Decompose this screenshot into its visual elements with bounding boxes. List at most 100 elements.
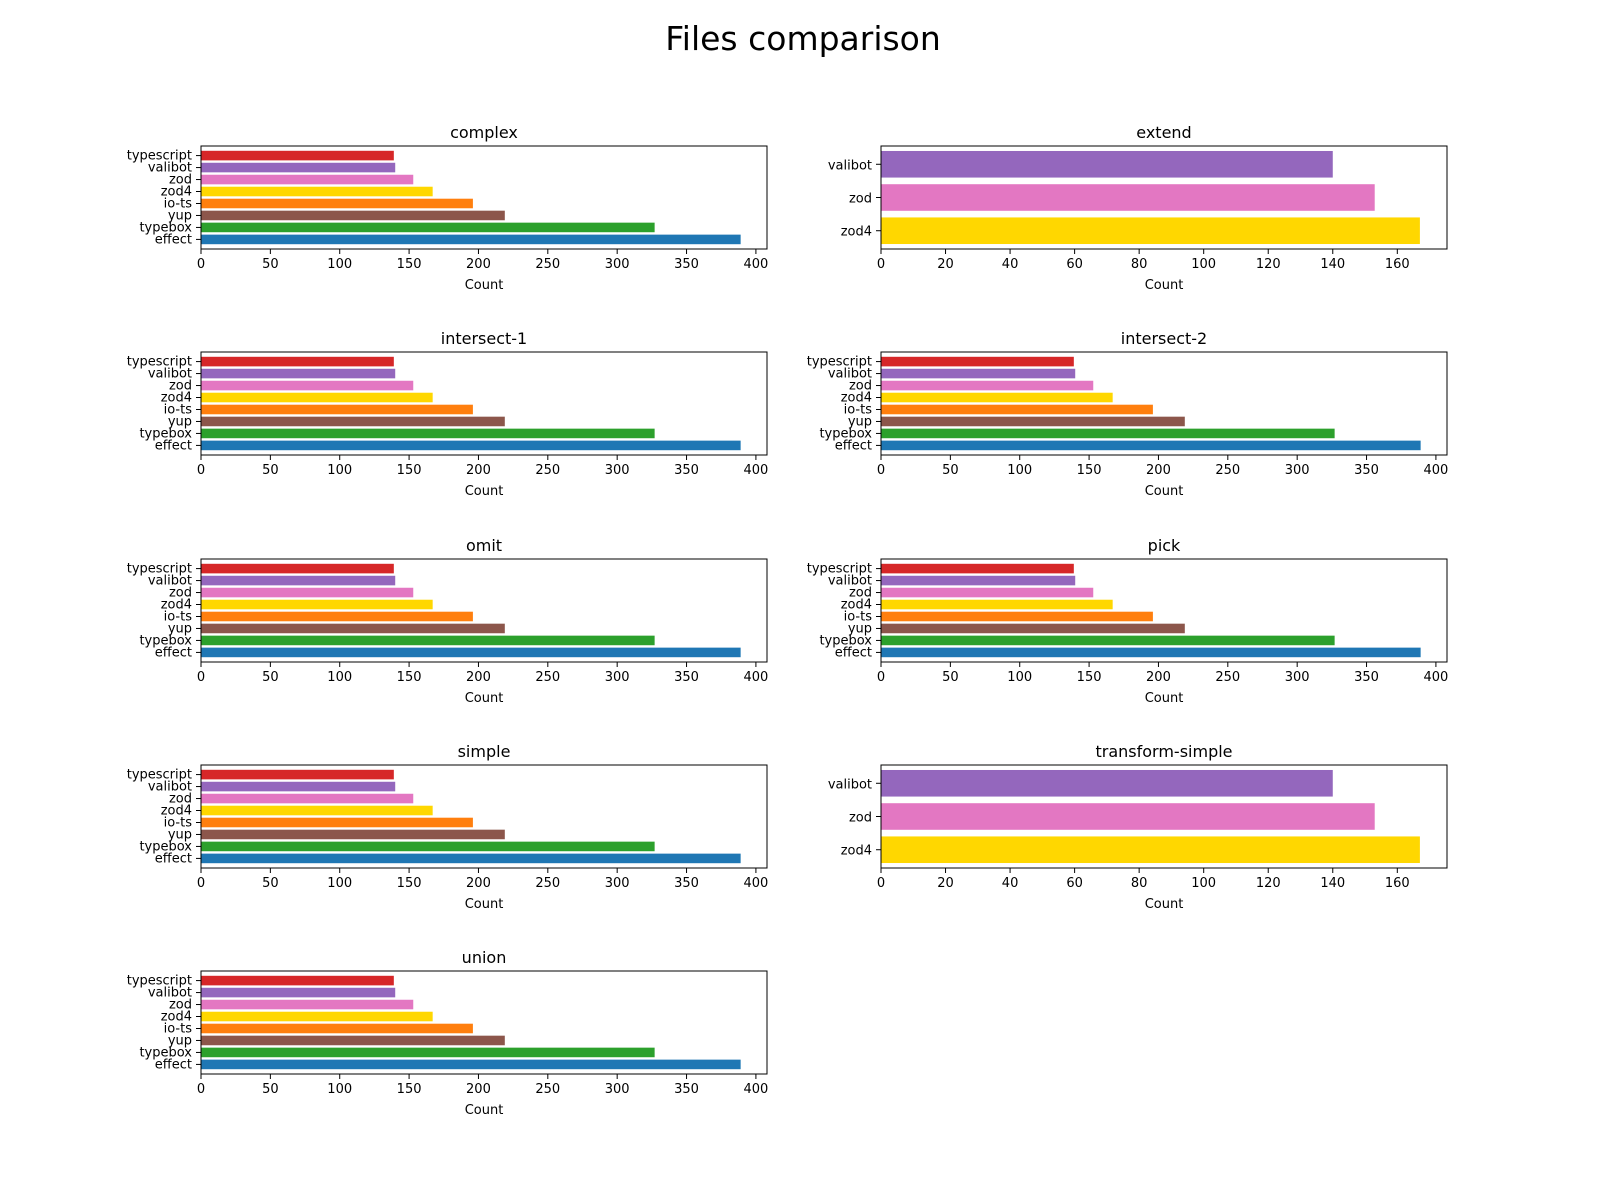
subplot-pick: pick 0 50 100 150 200 250 300 350 400 effecttypebo… bbox=[807, 536, 1449, 706]
x-tick-label: 200 bbox=[1146, 463, 1171, 478]
bar-typebox bbox=[201, 428, 655, 439]
bar-zod4 bbox=[881, 392, 1113, 403]
x-tick-label: 50 bbox=[262, 463, 279, 478]
x-tick-label: 100 bbox=[327, 876, 352, 891]
y-tick-label: zod4 bbox=[841, 844, 872, 859]
y-tick-label: typebox bbox=[139, 633, 192, 648]
x-tick-label: 50 bbox=[262, 257, 279, 272]
y-tick-label: zod4 bbox=[161, 185, 192, 200]
x-tick-label: 200 bbox=[466, 1082, 491, 1097]
y-tick-label: effect bbox=[155, 645, 192, 660]
subplot-omit: omit 0 50 100 150 200 250 300 350 400 effecttypebo… bbox=[127, 536, 769, 706]
x-tick-label: 150 bbox=[397, 257, 422, 272]
x-tick-label: 250 bbox=[1215, 670, 1240, 685]
y-tick-label: typebox bbox=[819, 426, 872, 441]
axes-frame bbox=[880, 351, 1448, 456]
bar-typescript bbox=[201, 563, 394, 574]
y-tick-label: zod bbox=[169, 379, 192, 394]
y-tick-label: typebox bbox=[139, 220, 192, 235]
subplot-extend: extend 0 20 40 60 80 100 120 140 160 zod4 zod valibo… bbox=[828, 123, 1448, 293]
x-tick-label: 140 bbox=[1320, 257, 1345, 272]
bar-typebox bbox=[201, 1047, 655, 1058]
subplot-union: union 0 50 100 150 200 250 300 350 400 effecttypeb… bbox=[127, 948, 769, 1118]
x-tick-label: 250 bbox=[535, 257, 560, 272]
x-tick-label: 150 bbox=[397, 876, 422, 891]
y-tick-label: valibot bbox=[148, 574, 192, 589]
x-tick-label: 20 bbox=[937, 257, 954, 272]
x-tick-label: 300 bbox=[605, 670, 630, 685]
x-tick-label: 400 bbox=[1423, 670, 1448, 685]
y-tick-label: typebox bbox=[139, 426, 192, 441]
subplot-title: extend bbox=[1136, 123, 1191, 142]
x-tick-label: 50 bbox=[262, 876, 279, 891]
subplot-title: omit bbox=[466, 536, 502, 555]
bar-typescript bbox=[201, 975, 394, 986]
bar-valibot bbox=[201, 162, 396, 173]
x-tick-label: 400 bbox=[743, 670, 768, 685]
y-tick-label: valibot bbox=[148, 986, 192, 1001]
x-tick-label: 40 bbox=[1002, 257, 1019, 272]
y-tick-label: io-ts bbox=[844, 402, 873, 417]
x-tick-label: 400 bbox=[1423, 463, 1448, 478]
x-tick-label: 200 bbox=[466, 463, 491, 478]
bar-typescript bbox=[201, 769, 394, 780]
x-tick-label: 100 bbox=[327, 463, 352, 478]
y-tick-label: io-ts bbox=[844, 609, 873, 624]
bar-zod bbox=[881, 380, 1094, 391]
x-tick-label: 100 bbox=[1191, 257, 1216, 272]
x-axis-label: Count bbox=[1145, 278, 1184, 293]
figure-title: Files comparison bbox=[665, 19, 941, 58]
y-tick-label: yup bbox=[168, 827, 192, 842]
y-tick-label: yup bbox=[168, 1033, 192, 1048]
subplot-title: union bbox=[462, 948, 507, 967]
bar-yup bbox=[881, 416, 1185, 427]
subplot-title: complex bbox=[450, 123, 518, 142]
bar-zod bbox=[881, 803, 1375, 830]
bar-effect bbox=[201, 440, 741, 451]
axes-frame bbox=[200, 764, 768, 869]
x-tick-label: 0 bbox=[877, 876, 885, 891]
x-tick-label: 50 bbox=[942, 670, 959, 685]
x-tick-label: 250 bbox=[535, 463, 560, 478]
x-tick-label: 300 bbox=[605, 1082, 630, 1097]
subplot-title: pick bbox=[1148, 536, 1181, 555]
x-tick-label: 0 bbox=[877, 257, 885, 272]
x-tick-label: 150 bbox=[1077, 670, 1102, 685]
subplot-intersect-1: intersect-1 0 50 100 150 200 250 300 350 400 effec… bbox=[127, 329, 769, 499]
x-tick-label: 300 bbox=[1285, 463, 1310, 478]
bar-io-ts bbox=[201, 1023, 473, 1034]
x-tick-label: 60 bbox=[1066, 257, 1083, 272]
y-tick-label: io-ts bbox=[164, 1021, 193, 1036]
x-tick-label: 40 bbox=[1002, 876, 1019, 891]
bar-zod bbox=[201, 587, 414, 598]
bar-io-ts bbox=[881, 611, 1153, 622]
y-tick-label: typescript bbox=[807, 562, 872, 577]
x-tick-label: 120 bbox=[1256, 876, 1281, 891]
bar-io-ts bbox=[201, 817, 473, 828]
bar-typescript bbox=[881, 356, 1074, 367]
y-tick-label: effect bbox=[155, 1057, 192, 1072]
y-tick-label: zod bbox=[169, 173, 192, 188]
x-tick-label: 0 bbox=[197, 1082, 205, 1097]
y-tick-label: valibot bbox=[148, 780, 192, 795]
y-tick-label: zod4 bbox=[841, 598, 872, 613]
y-tick-label: typescript bbox=[127, 149, 192, 164]
x-tick-label: 0 bbox=[197, 463, 205, 478]
bar-zod bbox=[201, 793, 414, 804]
y-tick-label: valibot bbox=[148, 367, 192, 382]
bar-typebox bbox=[881, 428, 1335, 439]
subplot-intersect-2: intersect-2 0 50 100 150 200 250 300 350 400 effec… bbox=[807, 329, 1449, 499]
y-tick-label: effect bbox=[155, 232, 192, 247]
y-tick-label: zod bbox=[849, 586, 872, 601]
x-tick-label: 300 bbox=[1285, 670, 1310, 685]
x-tick-label: 100 bbox=[1007, 463, 1032, 478]
x-tick-label: 350 bbox=[674, 463, 699, 478]
x-tick-label: 100 bbox=[327, 670, 352, 685]
bar-valibot bbox=[881, 368, 1076, 379]
x-tick-label: 160 bbox=[1385, 257, 1410, 272]
x-tick-label: 20 bbox=[937, 876, 954, 891]
x-tick-label: 0 bbox=[197, 876, 205, 891]
x-tick-label: 200 bbox=[466, 876, 491, 891]
x-axis-label: Count bbox=[465, 484, 504, 499]
axes-frame bbox=[200, 351, 768, 456]
